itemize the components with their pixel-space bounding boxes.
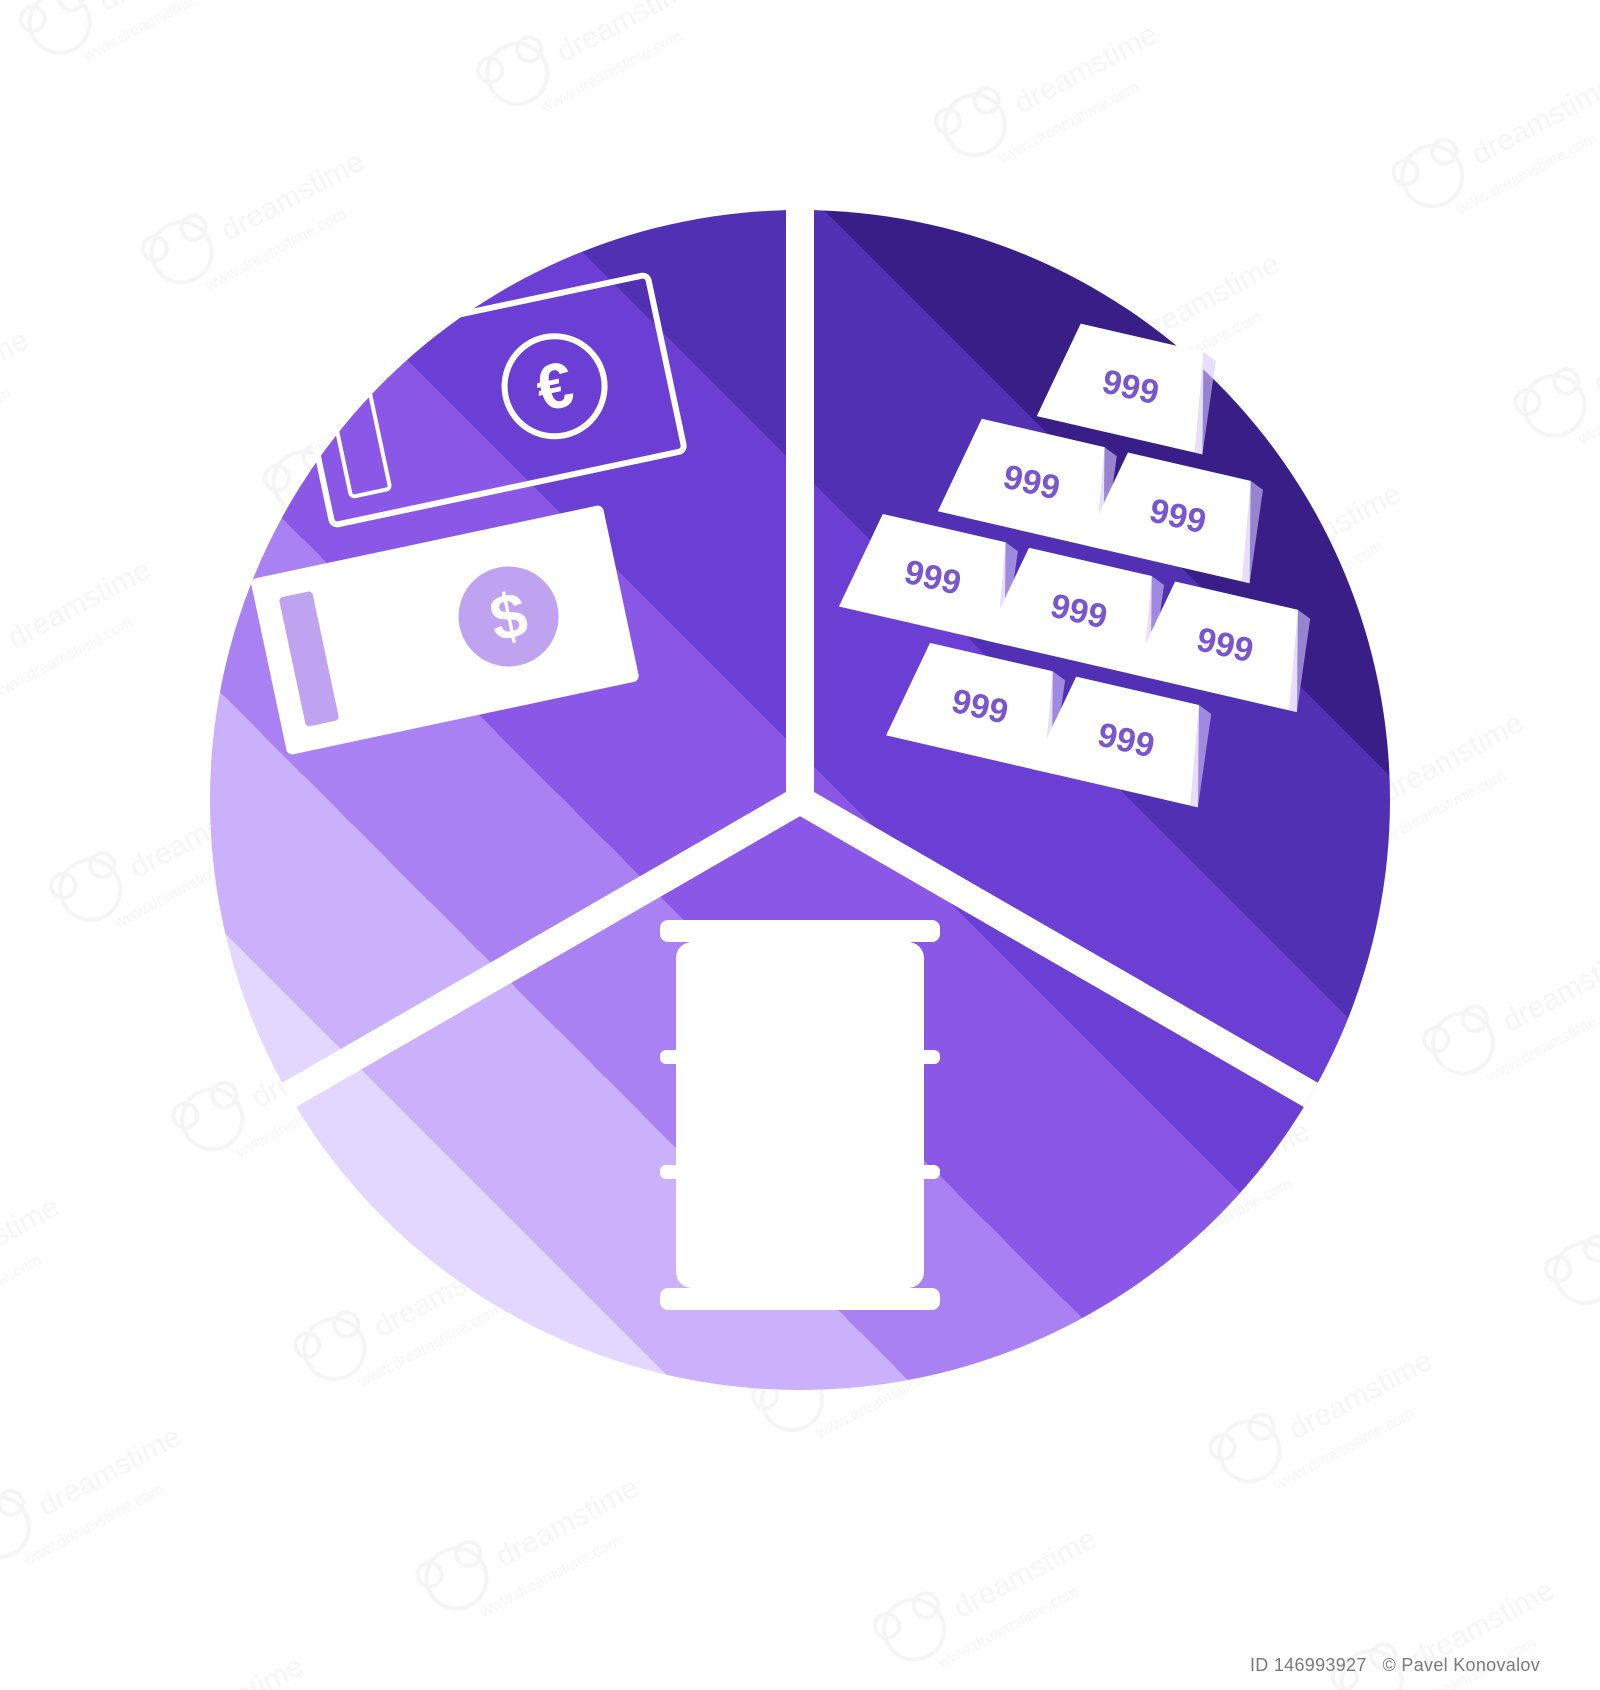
- stage: dreamstime www.dreamstime.com: [0, 0, 1600, 1690]
- investment-pie-chart: 999999999999999999999999 €: [0, 0, 1600, 1690]
- image-id: ID 146993927: [1250, 1655, 1367, 1675]
- oil-barrel-icon: [660, 920, 940, 1310]
- attribution-line: ID 146993927 © Pavel Konovalov: [1250, 1655, 1540, 1676]
- image-author: © Pavel Konovalov: [1383, 1655, 1540, 1675]
